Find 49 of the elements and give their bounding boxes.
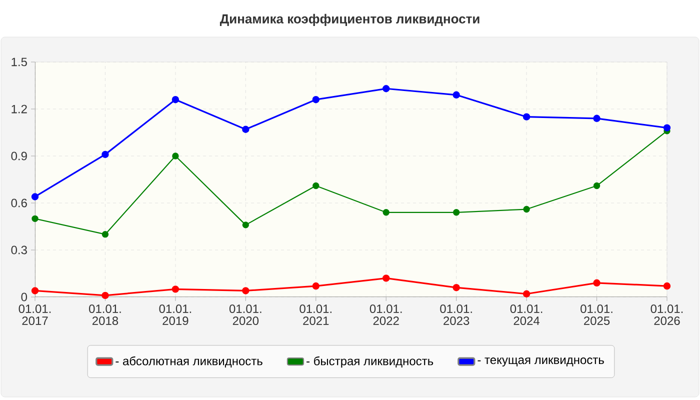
point	[172, 152, 179, 160]
y-tick-label: 0.6	[11, 198, 27, 208]
point	[312, 182, 320, 190]
x-tick-label: 01.01. 2022	[370, 304, 402, 326]
point	[102, 230, 109, 238]
point	[172, 96, 180, 104]
point	[593, 182, 600, 190]
point	[523, 206, 530, 213]
x-tick-label: 01.01. 2025	[580, 304, 612, 326]
point	[172, 286, 180, 293]
point	[242, 287, 250, 294]
point	[312, 282, 320, 290]
point	[242, 126, 250, 133]
point	[382, 209, 390, 216]
y-tick-label: 0.9	[11, 152, 27, 160]
x-tick-label: 01.01. 2018	[89, 304, 121, 326]
x-tick-label: 01.01. 2021	[300, 304, 332, 326]
point	[102, 292, 109, 300]
y-tick-label: 1.2	[12, 104, 27, 114]
point	[31, 287, 39, 294]
point	[522, 290, 530, 298]
point	[663, 282, 671, 290]
point	[522, 113, 530, 120]
point	[382, 85, 390, 92]
x-tick-label: 01.01. 2017	[18, 304, 51, 326]
point	[452, 209, 460, 216]
x-tick-label: 01.01. 2023	[440, 304, 472, 326]
legend-label: - быстрая ликвидность	[306, 356, 434, 368]
x-tick-label: 01.01. 2024	[510, 304, 542, 326]
point	[31, 193, 39, 200]
point	[663, 124, 671, 132]
point	[32, 215, 38, 222]
x-tick-label: 01.01. 2019	[159, 304, 192, 326]
point	[452, 284, 460, 292]
legend-label: - текущая ликвидность	[478, 358, 604, 366]
legend-label: - абсолютная ликвидность	[116, 356, 262, 368]
y-tick-label: 0	[21, 292, 28, 302]
point	[102, 150, 109, 158]
y-tick-label: 0.3	[11, 246, 27, 254]
chart-title: Динамика коэффициентов ликвидности	[220, 14, 480, 26]
point	[452, 91, 460, 98]
point	[382, 274, 390, 282]
point	[593, 279, 600, 286]
x-tick-label: 01.01. 2020	[229, 304, 262, 326]
y-tick-label: 1.5	[12, 58, 27, 66]
point	[242, 222, 250, 228]
point	[593, 114, 600, 122]
x-tick-label: 01.01. 2026	[650, 304, 683, 326]
point	[312, 96, 320, 104]
